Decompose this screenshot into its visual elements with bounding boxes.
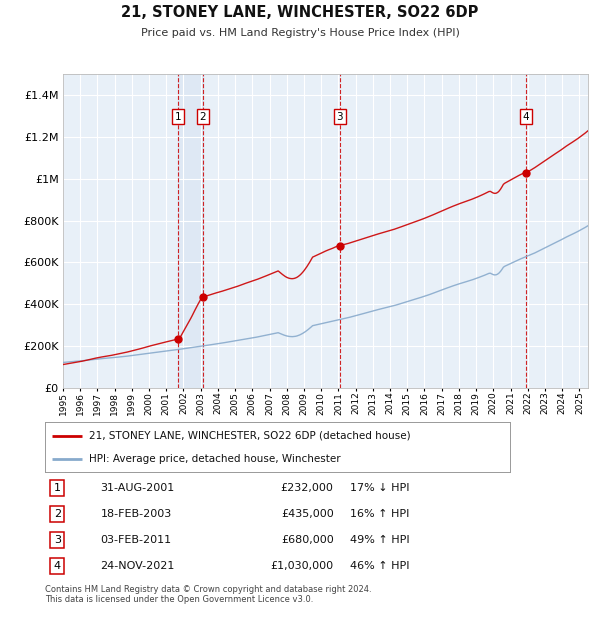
Text: 21, STONEY LANE, WINCHESTER, SO22 6DP (detached house): 21, STONEY LANE, WINCHESTER, SO22 6DP (d… (89, 431, 411, 441)
Text: 18-FEB-2003: 18-FEB-2003 (101, 509, 172, 519)
Text: 4: 4 (53, 561, 61, 571)
Text: 1: 1 (175, 112, 181, 122)
Text: £232,000: £232,000 (281, 483, 334, 493)
Text: 49% ↑ HPI: 49% ↑ HPI (350, 535, 410, 545)
Text: 46% ↑ HPI: 46% ↑ HPI (350, 561, 410, 571)
Text: 03-FEB-2011: 03-FEB-2011 (101, 535, 172, 545)
Text: HPI: Average price, detached house, Winchester: HPI: Average price, detached house, Winc… (89, 454, 341, 464)
Text: 1: 1 (54, 483, 61, 493)
Text: 16% ↑ HPI: 16% ↑ HPI (350, 509, 410, 519)
Text: 4: 4 (523, 112, 529, 122)
Text: 3: 3 (54, 535, 61, 545)
Text: 3: 3 (337, 112, 343, 122)
Text: 2: 2 (53, 509, 61, 519)
Bar (178, 74, 203, 388)
Text: 2: 2 (200, 112, 206, 122)
Text: Price paid vs. HM Land Registry's House Price Index (HPI): Price paid vs. HM Land Registry's House … (140, 28, 460, 38)
Text: 21, STONEY LANE, WINCHESTER, SO22 6DP: 21, STONEY LANE, WINCHESTER, SO22 6DP (121, 5, 479, 20)
Text: Contains HM Land Registry data © Crown copyright and database right 2024.
This d: Contains HM Land Registry data © Crown c… (45, 585, 371, 604)
Text: 17% ↓ HPI: 17% ↓ HPI (350, 483, 410, 493)
Text: £1,030,000: £1,030,000 (271, 561, 334, 571)
Text: £680,000: £680,000 (281, 535, 334, 545)
Text: 31-AUG-2001: 31-AUG-2001 (101, 483, 175, 493)
Text: 24-NOV-2021: 24-NOV-2021 (101, 561, 175, 571)
Text: £435,000: £435,000 (281, 509, 334, 519)
